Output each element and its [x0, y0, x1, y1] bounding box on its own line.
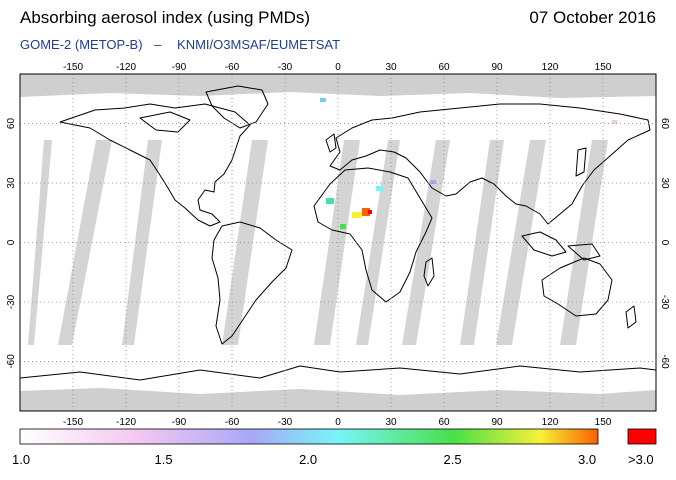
longitude-labels: -150 -150 -120 -120 -90 -90 -60 -60 -30 -30 0 0 30 30… — [63, 62, 612, 428]
colorbar-tick-label: 1.0 — [12, 452, 31, 467]
canadian-archipelago — [139, 111, 191, 133]
bottom-longitude-label: 0 — [335, 417, 341, 428]
map-date: 07 October 2016 — [529, 8, 656, 27]
aerosol-pixel — [362, 208, 370, 216]
colorbar-overflow-box — [627, 428, 657, 445]
aerosol-pixel — [368, 210, 372, 214]
right-latitude-label: 0 — [659, 240, 670, 246]
antarctica-coast — [20, 365, 656, 381]
right-latitude-label: -30 — [659, 295, 670, 310]
orbit-gap — [58, 140, 112, 345]
colorbar-overflow-label: >3.0 — [628, 452, 654, 467]
indonesia-coast — [521, 231, 567, 257]
bottom-longitude-label: 90 — [491, 417, 503, 428]
bottom-longitude-label: -30 — [278, 417, 293, 428]
south-america-coast — [211, 221, 293, 345]
left-latitude-label: 30 — [6, 177, 17, 189]
instrument-label: GOME-2 (METOP-B) — [20, 37, 143, 52]
top-longitude-label: -30 — [278, 62, 293, 73]
top-longitude-label: -90 — [172, 62, 187, 73]
bottom-longitude-label: 30 — [385, 417, 397, 428]
japan-coast — [575, 147, 587, 177]
africa-coast — [313, 167, 433, 303]
map-title: Absorbing aerosol index (using PMDs) — [20, 8, 311, 27]
graticule — [20, 74, 656, 411]
bottom-longitude-label: -90 — [172, 417, 187, 428]
orbit-gap — [122, 140, 162, 345]
bottom-longitude-label: 150 — [595, 417, 612, 428]
colorbar-tick-label: 2.5 — [443, 452, 462, 467]
orbit-gap — [314, 140, 360, 345]
top-longitude-label: 30 — [385, 62, 397, 73]
top-longitude-label: -120 — [116, 62, 136, 73]
top-longitude-label: -150 — [63, 62, 83, 73]
top-longitude-label: 120 — [542, 62, 559, 73]
aerosol-pixel — [430, 180, 436, 184]
aerosol-pixel — [340, 224, 346, 229]
north-america-coast — [59, 103, 251, 227]
latitude-labels: 60 60 30 30 0 0 -30 -30 -60 -60 — [6, 118, 670, 370]
top-longitude-label: 60 — [438, 62, 450, 73]
subtitle-separator: – — [154, 37, 162, 52]
left-latitude-label: -60 — [6, 354, 17, 369]
aerosol-pixel — [376, 186, 384, 191]
aerosol-pixels — [320, 98, 617, 229]
source-label: KNMI/O3MSAF/EUMETSAT — [177, 37, 341, 52]
orbit-gap — [222, 140, 268, 345]
south-polar-gap — [20, 388, 656, 411]
aerosol-pixel — [612, 120, 617, 124]
aerosol-pixel — [320, 98, 326, 102]
orbit-gap — [356, 140, 400, 345]
top-longitude-label: 0 — [335, 62, 341, 73]
left-latitude-label: -30 — [6, 294, 17, 309]
british-isles-coast — [325, 133, 337, 153]
aerosol-pixel — [326, 198, 334, 204]
colorbar-tick-label: 2.0 — [299, 452, 318, 467]
bottom-longitude-label: -150 — [63, 417, 83, 428]
left-latitude-label: 60 — [6, 118, 17, 130]
right-latitude-label: 60 — [659, 118, 670, 130]
map-frame — [19, 73, 657, 412]
eurasia-coast — [329, 103, 651, 225]
colorbar-tick-label: 3.0 — [578, 452, 597, 467]
madagascar-coast — [423, 257, 435, 287]
bottom-longitude-label: -120 — [116, 417, 136, 428]
australia-coast — [541, 257, 613, 317]
new-zealand-coast — [625, 305, 637, 329]
aerosol-pixel — [352, 212, 362, 218]
right-latitude-label: 30 — [659, 177, 670, 189]
new-guinea-coast — [567, 243, 601, 261]
map-plot-area — [20, 74, 656, 411]
colorbar-gradient — [19, 428, 599, 445]
bottom-longitude-label: 60 — [438, 417, 450, 428]
bottom-longitude-label: -60 — [225, 417, 240, 428]
colorbar-tick-label: 1.5 — [154, 452, 173, 467]
top-longitude-label: -60 — [225, 62, 240, 73]
orbit-gap — [460, 140, 504, 345]
bottom-longitude-label: 120 — [542, 417, 559, 428]
greenland-coast — [205, 85, 269, 129]
top-longitude-label: 150 — [595, 62, 612, 73]
coastlines — [20, 85, 656, 381]
top-longitude-label: 90 — [491, 62, 503, 73]
right-latitude-label: -60 — [659, 354, 670, 369]
left-latitude-label: 0 — [6, 239, 17, 245]
map-subtitle: GOME-2 (METOP-B) – KNMI/O3MSAF/EUMETSAT — [20, 37, 340, 52]
